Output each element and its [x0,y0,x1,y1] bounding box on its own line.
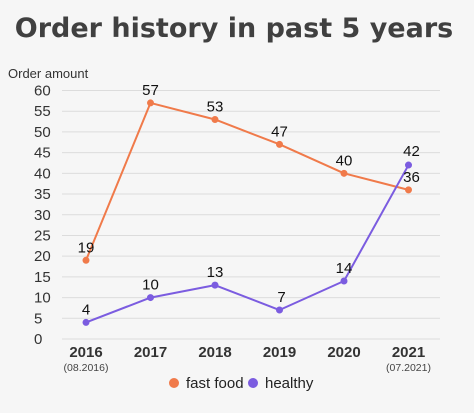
legend: fast food healthy [169,375,314,392]
data-point-healthy [82,318,90,326]
data-point-healthy [211,281,219,289]
x-tick-label: 2017 [134,344,167,361]
x-tick-label: 2021 [392,344,425,361]
data-label-healthy: 4 [82,301,90,318]
series-line-healthy [85,164,410,324]
chart-title: Order history in past 5 years [15,13,453,44]
x-tick-labels: 2016(08.2016) 2017 2018 2019 2020 2021(07.202… [64,344,431,374]
data-label-fast-food: 19 [78,239,95,256]
data-point-fast-food [405,186,412,194]
data-point-healthy [405,161,412,169]
data-label-fast-food: 36 [403,169,420,186]
y-tick-label: 35 [34,186,51,203]
y-tick-label: 0 [34,331,42,348]
data-label-healthy: 14 [336,260,353,277]
series-line-fast-food [85,101,409,261]
data-point-healthy [147,294,154,302]
y-tick-label: 45 [34,145,51,162]
data-point-fast-food [147,99,154,107]
x-tick-label: 2020 [327,344,360,361]
y-axis-label: Order amount [8,66,89,81]
data-labels: 19 57 53 47 40 36 4 10 13 7 14 42 [78,82,420,319]
data-label-healthy: 10 [142,277,159,294]
y-tick-label: 10 [34,290,51,307]
y-tick-label: 15 [34,269,51,286]
y-tick-labels: 0 5 10 15 20 25 30 35 40 45 50 55 60 [34,83,51,349]
y-tick-label: 25 [34,227,51,244]
data-point-healthy [276,306,283,314]
legend-label-fast-food: fast food [186,375,244,392]
y-tick-label: 50 [34,124,51,141]
legend-marker-healthy [248,378,258,388]
data-point-fast-food [340,169,348,177]
data-label-fast-food: 40 [336,152,353,169]
x-tick-label: 2016 [69,344,102,361]
gridlines [62,90,440,340]
data-point-fast-food [276,140,283,148]
y-tick-label: 55 [34,103,51,120]
data-label-fast-food: 53 [207,98,224,115]
y-tick-label: 60 [34,83,51,100]
x-tick-label: 2018 [198,344,231,361]
x-tick-note: (07.2021) [386,362,431,374]
legend-label-healthy: healthy [265,375,314,392]
x-tick-label: 2019 [263,344,296,361]
y-tick-label: 40 [34,165,51,182]
y-tick-label: 20 [34,248,51,265]
data-point-healthy [340,277,348,285]
data-label-healthy: 7 [277,289,285,306]
x-tick-note: (08.2016) [64,362,109,374]
data-label-fast-food: 57 [142,82,159,99]
data-label-fast-food: 47 [271,123,288,140]
data-point-fast-food [211,115,219,123]
y-tick-label: 5 [34,310,42,327]
data-point-fast-food [82,256,90,264]
data-label-healthy: 13 [207,264,224,281]
legend-marker-fast-food [169,378,179,388]
data-label-healthy: 42 [403,143,420,160]
y-tick-label: 30 [34,207,51,224]
series-layer [82,99,412,326]
